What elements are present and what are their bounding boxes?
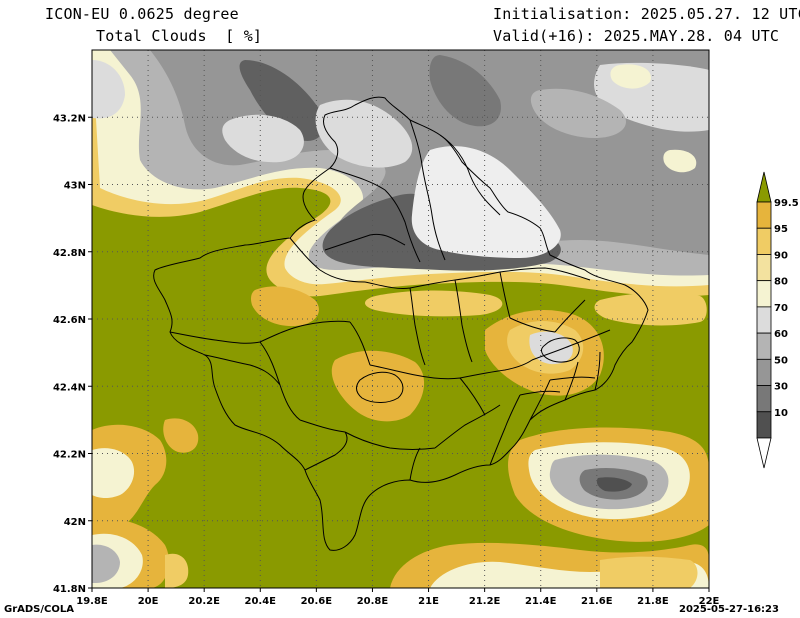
south-clouds [390, 542, 709, 588]
lon-tick-label: 20.2E [188, 596, 220, 607]
lat-tick-label: 42.4N [53, 382, 86, 393]
town-ring [541, 337, 580, 363]
colorbar-segment [756, 411, 772, 439]
longitude-axis: 19.8E 20E 20.2E 20.4E 20.6E 20.8E 21E 21.2E 21.4… [76, 588, 720, 607]
admin-borders [153, 96, 649, 551]
lat-tick-label: 42N [64, 517, 86, 528]
colorbar-segment [756, 358, 772, 386]
latitude-axis: 41.8N 42N 42.2N 42.4N 42.6N 42.8N 43N 43.2N [53, 113, 92, 595]
colorbar-label: 10 [774, 408, 788, 419]
lat-tick-label: 41.8N [53, 584, 86, 595]
lon-tick-label: 21.4E [525, 596, 557, 607]
lon-tick-label: 22E [699, 596, 720, 607]
district-borders-east [459, 299, 611, 466]
district-borders [169, 271, 556, 481]
lon-tick-label: 20.6E [301, 596, 333, 607]
colorbar-label: 99.5 [774, 198, 799, 209]
lat-tick-label: 42.6N [53, 315, 86, 326]
colorbar-min-triangle [756, 437, 772, 469]
colorbar-label: 30 [774, 382, 788, 393]
colorbar-segment [756, 254, 772, 282]
cloud-field [92, 50, 709, 588]
timestamp-label: 2025-05-27-16:23 [679, 604, 779, 615]
lon-tick-label: 20.4E [245, 596, 277, 607]
colorbar: 99.5 95 90 80 70 60 50 30 10 [756, 171, 799, 469]
colorbar-label: 80 [774, 277, 788, 288]
border-north-1 [329, 119, 501, 263]
field-title: Total Clouds [ %] [96, 27, 263, 45]
lat-tick-label: 42.8N [53, 248, 86, 259]
colorbar-label: 95 [774, 224, 788, 235]
lat-tick-label: 43.2N [53, 113, 86, 124]
lon-tick-label: 20.8E [357, 596, 389, 607]
colorbar-segment [756, 227, 772, 255]
colorbar-label: 70 [774, 303, 788, 314]
northern-gray-band [92, 50, 709, 297]
model-title: ICON-EU 0.0625 degree [45, 5, 239, 23]
colorbar-segment [756, 332, 772, 360]
colorbar-segment [756, 201, 772, 229]
border-north-2 [289, 233, 591, 289]
country-border-west [153, 96, 649, 551]
init-time: Initialisation: 2025.05.27. 12 UTC [493, 5, 800, 23]
colorbar-label: 60 [774, 329, 788, 340]
lon-tick-label: 20E [138, 596, 159, 607]
lon-tick-label: 21.8E [637, 596, 669, 607]
lon-tick-label: 19.8E [76, 596, 108, 607]
colorbar-label: 90 [774, 250, 788, 261]
credit-label: GrADS/COLA [4, 604, 74, 615]
lat-tick-label: 43N [64, 181, 86, 192]
colorbar-segment [756, 385, 772, 413]
small-ring [356, 371, 404, 403]
lon-tick-label: 21.2E [469, 596, 501, 607]
colorbar-label: 50 [774, 355, 788, 366]
southeast-cloud-cell [508, 427, 709, 542]
valid-time: Valid(+16): 2025.MAY.28. 04 UTC [493, 27, 780, 45]
colorbar-segment [756, 306, 772, 334]
lon-tick-label: 21E [418, 596, 439, 607]
colorbar-segment [756, 280, 772, 308]
colorbar-max-triangle [756, 171, 772, 203]
lat-tick-label: 42.2N [53, 450, 86, 461]
southwest-clouds [92, 418, 199, 588]
lon-tick-label: 21.6E [581, 596, 613, 607]
